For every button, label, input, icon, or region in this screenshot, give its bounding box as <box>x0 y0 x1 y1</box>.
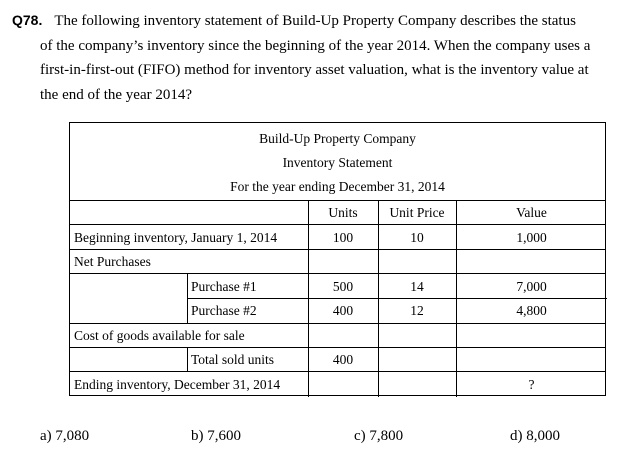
question-line-2: of the company’s inventory since the beg… <box>40 37 591 54</box>
question-number: Q78. <box>12 12 43 28</box>
beginning-unit-price: 10 <box>410 230 424 245</box>
answer-b[interactable]: b) 7,600 <box>191 428 241 444</box>
row-label-net-purchases: Net Purchases <box>74 254 151 269</box>
row-label-cogs: Cost of goods available for sale <box>74 328 245 343</box>
row-label-sold: Total sold units <box>191 352 275 367</box>
col-line-units <box>308 200 309 397</box>
row-label-ending: Ending inventory, December 31, 2014 <box>74 377 281 392</box>
question: Q78. The following inventory statement of… <box>12 8 632 107</box>
purchase2-value: 4,800 <box>516 303 547 318</box>
question-line-1: Q78. The following inventory statement of… <box>12 12 576 29</box>
answer-c[interactable]: c) 7,800 <box>354 428 404 444</box>
ending-value: ? <box>528 377 535 392</box>
row-label-purchase2: Purchase #2 <box>191 303 257 318</box>
col-header-unit-price: Unit Price <box>389 205 445 220</box>
answer-a[interactable]: a) 7,080 <box>40 428 90 444</box>
col-header-units: Units <box>328 205 358 220</box>
sold-units: 400 <box>332 352 354 367</box>
divider-beginning <box>70 249 605 250</box>
beginning-value: 1,000 <box>516 230 547 245</box>
question-line-4: the end of the year 2014? <box>40 86 193 103</box>
purchase1-unit-price: 14 <box>410 279 424 294</box>
beginning-units: 100 <box>332 230 354 245</box>
col-header-value: Value <box>516 205 547 220</box>
col-line-value <box>456 200 457 397</box>
purchase2-unit-price: 12 <box>410 303 424 318</box>
indent-line-purchases <box>187 273 188 323</box>
statement-period: For the year ending December 31, 2014 <box>230 179 445 194</box>
divider-header <box>70 200 605 201</box>
divider-columns <box>70 224 605 225</box>
divider-purchase1 <box>187 298 607 299</box>
purchase1-value: 7,000 <box>516 279 547 294</box>
purchase2-units: 400 <box>332 303 354 318</box>
statement-title: Inventory Statement <box>282 155 393 170</box>
indent-line-sold <box>187 347 188 371</box>
divider-cogs <box>70 347 605 348</box>
divider-purchase2 <box>70 323 605 324</box>
divider-sold <box>70 371 605 372</box>
divider-net-purchases <box>70 273 605 274</box>
row-label-beginning: Beginning inventory, January 1, 2014 <box>74 230 278 245</box>
purchase1-units: 500 <box>332 279 354 294</box>
answer-d[interactable]: d) 8,000 <box>510 428 560 444</box>
question-line-3: first-in-first-out (FIFO) method for inv… <box>40 62 589 78</box>
row-label-purchase1: Purchase #1 <box>191 279 257 294</box>
col-line-price <box>378 200 379 397</box>
company-name: Build-Up Property Company <box>259 131 416 146</box>
inventory-statement-table: Build-Up Property Company Inventory Stat… <box>69 122 607 397</box>
